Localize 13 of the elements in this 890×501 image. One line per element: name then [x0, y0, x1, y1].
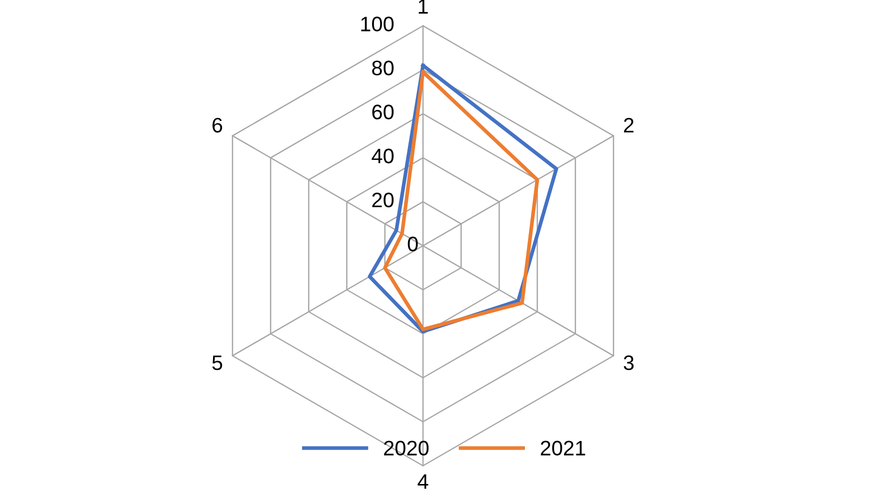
legend-label: 2021: [540, 440, 586, 456]
spoke-label: 6: [212, 118, 222, 133]
y-tick-label: 100: [361, 16, 394, 32]
y-tick-label: 60: [372, 104, 394, 120]
y-tick-label: 40: [372, 148, 394, 164]
y-tick-label: 0: [408, 236, 418, 252]
y-tick-label: 20: [372, 192, 394, 208]
spoke-label: 3: [624, 355, 634, 370]
spoke-label: 4: [418, 474, 428, 489]
spoke-label: 5: [212, 356, 222, 370]
legend-label: 2020: [384, 440, 429, 456]
spoke-label: 2: [624, 118, 634, 132]
y-tick-label: 80: [372, 60, 394, 76]
